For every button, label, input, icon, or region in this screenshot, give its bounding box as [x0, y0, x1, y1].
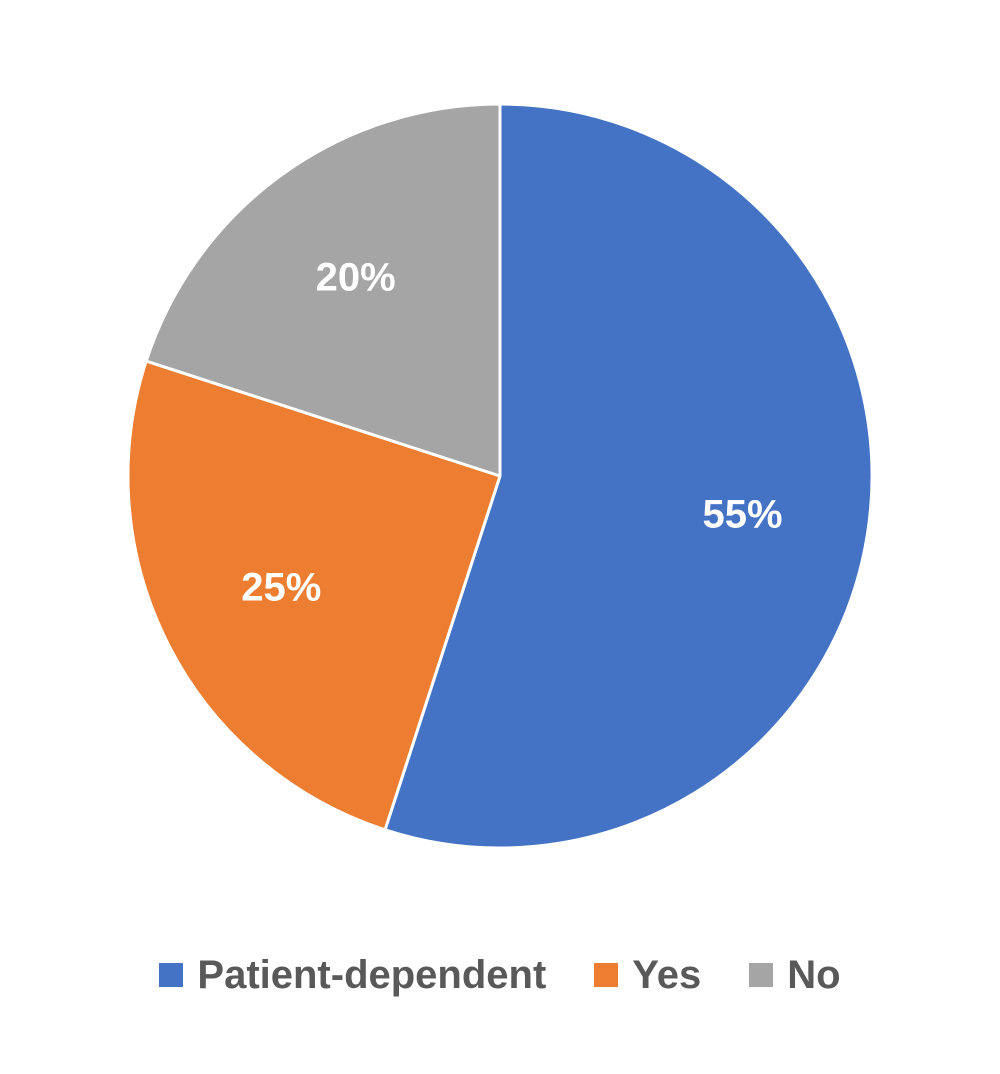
pie-slices	[126, 102, 874, 850]
legend-swatch-no	[749, 963, 774, 987]
legend-swatch-patient-dependent	[159, 963, 184, 987]
legend-item-yes: Yes	[594, 953, 701, 998]
legend-label-no: No	[787, 952, 841, 997]
data-label-no: 20%	[316, 255, 396, 299]
chart-legend: Patient-dependent Yes No	[0, 945, 1000, 1005]
legend-label-yes: Yes	[632, 952, 702, 997]
pie-data-labels: 55% 25% 20%	[241, 255, 782, 609]
pie-slice-yes	[126, 359, 502, 832]
legend-swatch-yes	[594, 963, 619, 987]
data-label-patient-dependent: 55%	[702, 492, 782, 536]
data-label-yes: 25%	[241, 565, 321, 609]
legend-label-patient-dependent: Patient-dependent	[197, 952, 547, 997]
legend-item-patient-dependent: Patient-dependent	[159, 953, 546, 998]
pie-slice-no	[144, 102, 502, 478]
pie-slice-patient-dependent	[383, 102, 874, 850]
legend-item-no: No	[749, 952, 841, 998]
